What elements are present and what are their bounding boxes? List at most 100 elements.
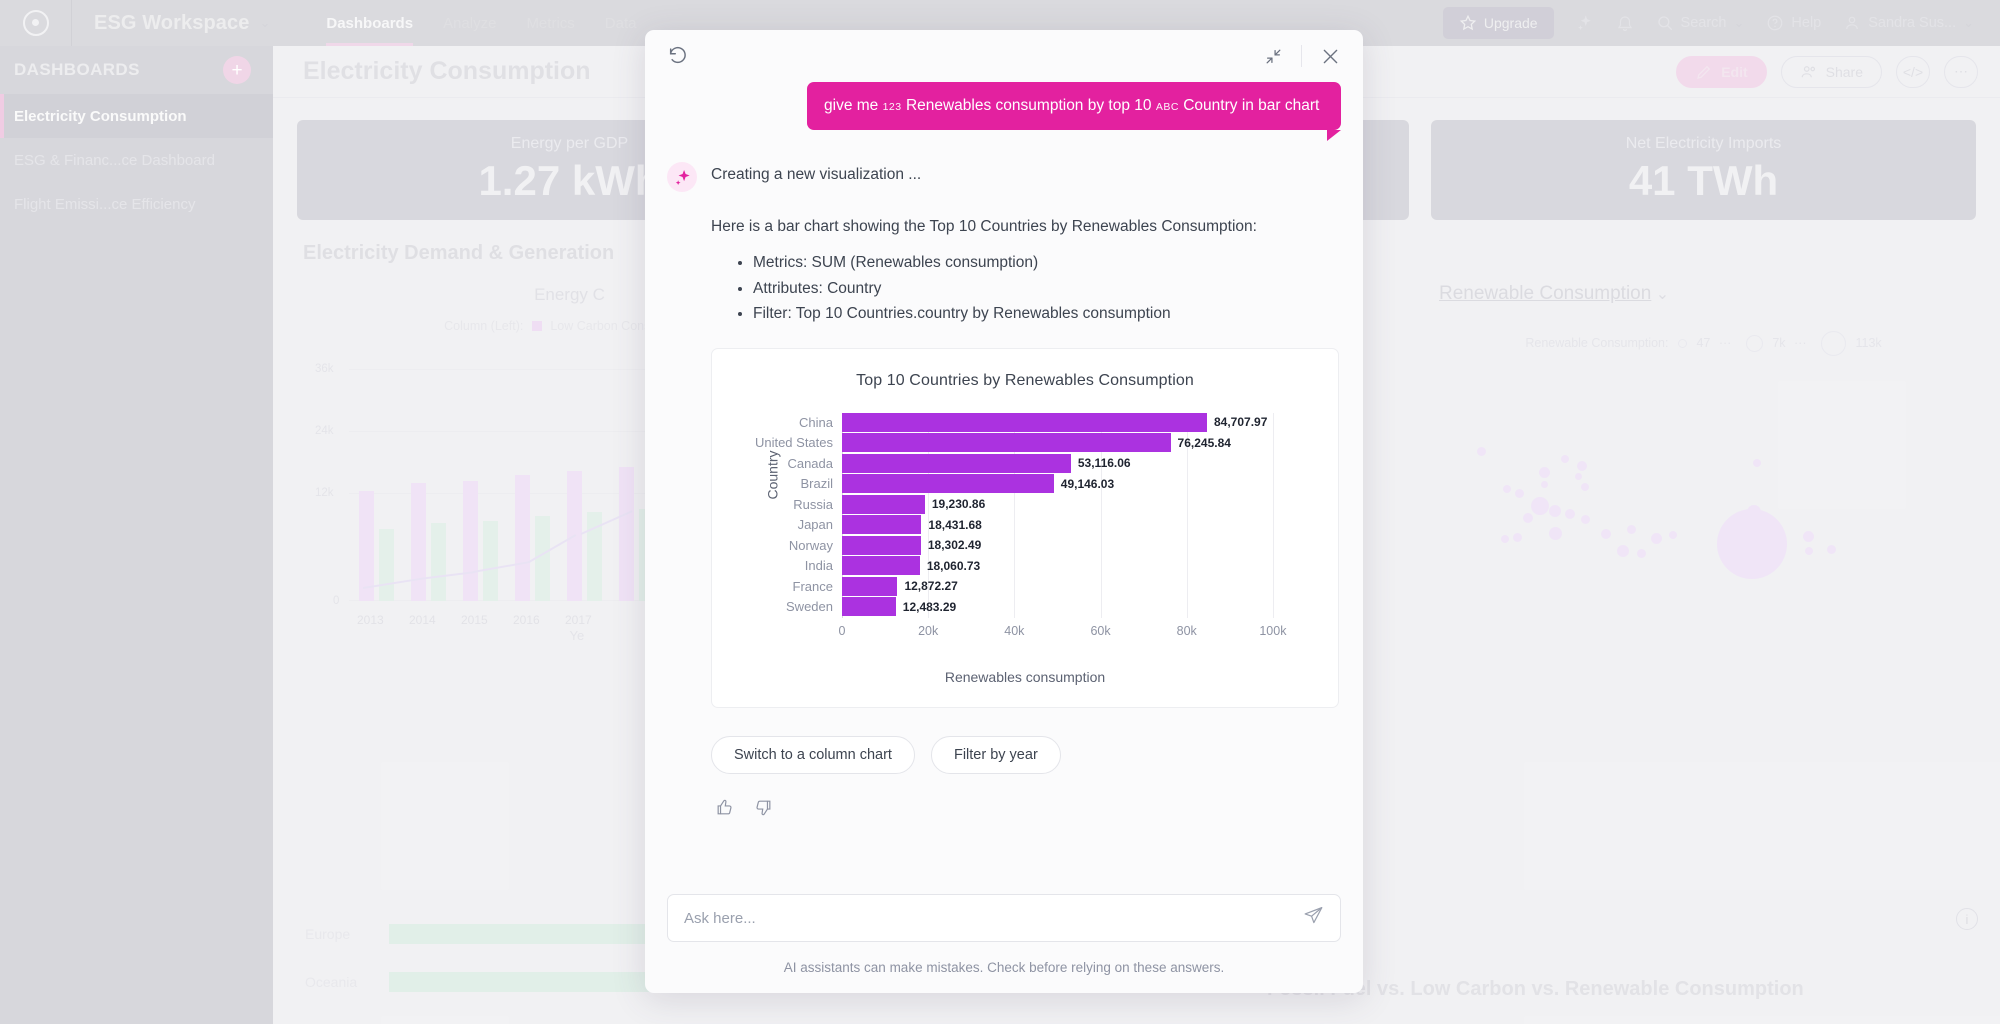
help-control[interactable]: Help [1766,14,1821,32]
chart-bar-row[interactable]: Japan 18,431.68 [798,515,1316,535]
embed-button[interactable]: </> [1896,55,1930,88]
chart-bar[interactable] [842,515,922,535]
close-icon[interactable] [1320,46,1341,67]
send-icon[interactable] [1303,905,1324,931]
sidebar-item-esg-finance-dashboard[interactable]: ESG & Financ...ce Dashboard [14,151,215,169]
user-menu[interactable]: Sandra Sus... ⌄ [1843,14,1974,32]
chart-bar[interactable] [842,556,920,576]
generated-chart-card[interactable]: Top 10 Countries by Renewables Consumpti… [711,347,1339,708]
panel-title-link[interactable]: Renewable Consumption [1439,283,1652,304]
more-options-button[interactable]: ⋯ [1944,55,1978,88]
chart-bar-row[interactable]: Sweden 12,483.29 [786,597,1316,617]
disclaimer-text: AI assistants can make mistakes. Check b… [783,960,1225,975]
dashboard-actions: Edit Share </> ⋯ [1676,55,1978,88]
user-message-bubble: give me 123 Renewables consumption by to… [807,82,1341,143]
app-logo-icon [22,10,49,36]
thumbs-up-icon[interactable] [715,798,734,822]
tab-metrics[interactable]: Metrics [526,14,575,32]
suggestion-switch-column-chart[interactable]: Switch to a column chart [711,735,915,774]
tab-analyze[interactable]: Analyze [443,14,497,32]
sidebar-item-electricity-consumption[interactable]: Electricity Consumption [0,94,273,138]
chart-bar-row[interactable]: Brazil 49,146.03 [800,474,1316,494]
chart-bar-row[interactable]: China 84,707.97 [799,412,1316,432]
add-dashboard-button[interactable]: + [223,56,251,84]
panel-renewable-consumption[interactable]: Renewable Consumption ⌄ Renewable Consum… [1431,277,1976,647]
sparkle-icon[interactable] [1576,14,1594,32]
app-logo[interactable] [0,0,72,46]
pencil-icon [1695,63,1713,81]
x-tick: 2013 [357,613,384,627]
chart-bar[interactable] [842,494,925,514]
sidebar-item-flight-emissions[interactable]: Flight Emissi...ce Efficiency [14,195,196,213]
chart-x-tick: 80k [1176,623,1197,638]
info-icon[interactable]: i [1956,908,1978,930]
chart-value-label: 84,707.97 [1214,415,1268,430]
chart-bar-row[interactable]: India 18,060.73 [805,556,1316,576]
thumbs-down-icon[interactable] [754,798,773,822]
chart-category-label: Norway [788,537,833,553]
chart-gridline [1272,412,1274,618]
chart-x-tick: 60k [1090,623,1111,638]
chart-bar[interactable] [842,433,1171,453]
workspace-name: ESG Workspace [94,11,250,34]
chart-bar[interactable] [842,535,921,555]
chart-bar[interactable] [842,412,1207,432]
chart-x-axis-title: Renewables consumption [944,668,1106,685]
help-icon [1766,14,1784,32]
page-title: Electricity Consumption [303,57,591,85]
suggestion-filter-by-year[interactable]: Filter by year [930,735,1061,774]
list-item: Attributes: Country [753,276,1341,301]
edit-button[interactable]: Edit [1676,55,1767,88]
chart-category-label: Sweden [786,599,833,615]
bell-icon[interactable] [1616,14,1634,32]
undo-icon[interactable] [667,45,689,67]
chart-value-label: 76,245.84 [1177,435,1231,450]
nav-tabs: Dashboards Analyze Metrics Data [326,0,636,46]
chevron-down-icon: ⌄ [1733,15,1745,30]
search-control[interactable]: Search ⌄ [1656,14,1745,32]
search-label: Search [1680,15,1727,31]
chart-bar[interactable] [842,597,896,617]
chevron-down-icon[interactable]: ⌄ [1655,286,1670,303]
user-name: Sandra Sus... [1868,15,1957,31]
chart-bar-row[interactable]: United States 76,245.84 [755,433,1316,453]
chart-value-label: 12,483.29 [902,599,957,614]
legend-value: 113k [1855,335,1882,350]
search-icon [1656,14,1674,32]
legend-swatch [531,321,542,331]
x-tick: 2016 [513,613,540,627]
list-item: Metrics: SUM (Renewables consumption) [753,250,1341,275]
chart-value-label: 18,302.49 [927,538,982,553]
user-msg-part2: Renewables consumption by top 10 [905,97,1152,114]
chart-category-label: Brazil [800,476,833,492]
chart-gridline [1186,412,1188,618]
chart-plot-area: 0 20k 40k 60k 80k 100k China 84,707.97 United St… [755,412,1316,638]
chart-bar-row[interactable]: Canada 53,116.06 [787,453,1316,473]
legend-dots: ··· [1718,335,1732,350]
chart-gridline [928,412,930,618]
ask-input-wrapper[interactable] [667,894,1341,942]
tab-data[interactable]: Data [604,14,637,32]
chart-x-tick: 40k [1004,623,1025,638]
workspace-selector[interactable]: ESG Workspace ⌄ [72,0,288,46]
sidebar-header: DASHBOARDS + [0,46,273,94]
modal-header-actions [1264,45,1341,67]
sparkle-icon [667,162,697,193]
upgrade-button[interactable]: Upgrade [1442,7,1554,39]
chart-bar[interactable] [842,576,898,596]
ask-input[interactable] [684,909,1303,927]
share-button[interactable]: Share [1780,55,1882,88]
chart-bar-row[interactable]: Russia 19,230.86 [793,494,1316,514]
row-label: Europe [305,926,351,942]
y-tick: 0 [333,595,340,607]
legend-value: 7k [1772,335,1786,350]
tab-dashboards[interactable]: Dashboards [326,0,413,46]
chart-bar[interactable] [842,453,1071,473]
kpi-card-net-electricity-imports[interactable]: Net Electricity Imports 41 TWh [1431,120,1976,220]
chart-bar[interactable] [842,474,1054,494]
collapse-icon[interactable] [1264,47,1283,66]
chart-x-tick: 100k [1259,623,1287,638]
chart-bar-row[interactable]: Norway 18,302.49 [789,535,1316,555]
chart-gridline [1014,412,1016,618]
chart-bar-row[interactable]: France 12,872.27 [793,576,1316,596]
